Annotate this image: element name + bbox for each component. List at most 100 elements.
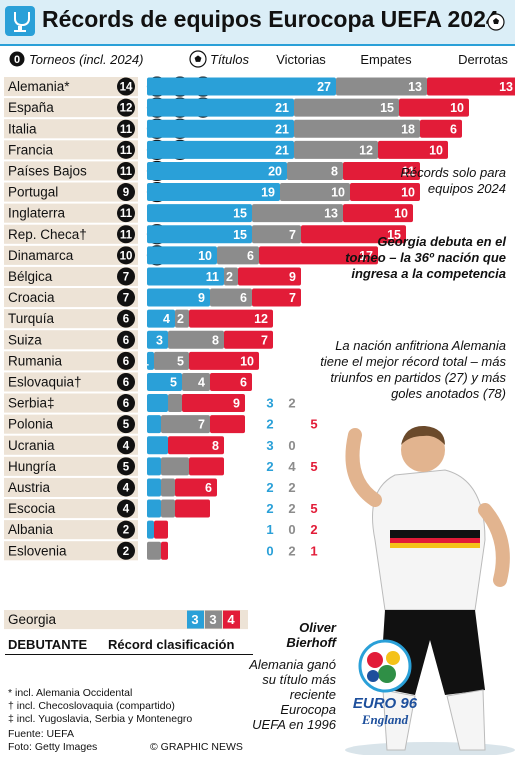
euro96-logo: EURO 96 England [353,639,418,727]
row-14-label-losses: 6 [240,375,247,389]
row-15-value-draws: 2 [288,396,295,411]
note-records: Récords solo para equipos 2024 [400,165,507,196]
row-14-bar-losses [210,372,252,391]
row-6-label-wins: 15 [233,207,247,221]
row-1-label-wins: 21 [275,101,289,115]
footnote-3: ‡ incl. Yugoslavia, Serbia y Montenegro [8,713,193,725]
debutant-header: DEBUTANTE [8,637,88,652]
row-13-bar-wins [147,351,154,370]
row-13-tournaments-badge [117,351,135,370]
row-13-name: Rumania [8,353,63,368]
row-9-bar-draws [224,267,238,286]
row-15-label-losses: 9 [233,397,240,411]
row-3-label-wins: 21 [275,143,289,157]
row-11-label-losses: 12 [254,312,268,326]
row-1-label-losses: 10 [450,101,464,115]
row-15-bar-draws [168,394,182,413]
row-0-band [4,77,138,97]
row-19-value-draws: 2 [288,480,295,495]
credit-source: Fuente: UEFA [8,728,74,740]
row-1-bar-wins [147,98,294,117]
row-3-name: Francia [8,142,54,157]
header-wins: Victorias [276,52,326,67]
row-16-bar-losses [210,415,245,434]
note-georgia: Georgia debuta en el torneo – la 36º nac… [345,234,506,281]
row-11-bar-losses [189,309,273,328]
row-5-band [4,182,138,202]
row-14-tournaments-badge [117,372,135,391]
debutant-box-losses [223,610,240,629]
row-13-tournaments: 6 [123,356,129,368]
row-4-label-draws: 8 [331,164,338,178]
debutant-draws: 3 [209,612,216,627]
row-2-bar-draws [294,119,420,138]
row-3-bar-wins [147,140,294,159]
row-8-band [4,245,138,265]
debutant-box-wins [187,610,204,629]
row-21-tournaments-badge [117,520,135,539]
row-9-tournaments-badge [117,267,135,286]
row-16-tournaments-badge [117,415,135,434]
row-16-value-losses: 5 [310,417,317,432]
row-18-bar-wins [147,457,161,476]
row-20-value-draws: 2 [288,501,295,516]
row-0-label-losses: 13 [499,80,513,94]
row-21-name: Albania [8,522,54,537]
row-18-tournaments: 5 [123,461,130,473]
row-12-label-losses: 7 [261,333,268,347]
debutant-wins: 3 [191,612,198,627]
row-2-tournaments: 11 [120,124,133,136]
row-0-tournaments-badge [117,77,135,96]
row-7-label-losses: 15 [387,228,401,242]
row-0-bar-draws [336,77,427,96]
row-9-bar-wins [147,267,224,286]
debutant-divider [5,654,253,655]
euro96-logo-subtext: England [361,712,409,727]
row-14-bar-wins [147,372,182,391]
row-19-bar-draws [161,478,175,497]
row-4-tournaments-badge [117,161,135,180]
row-12-name: Suiza [8,332,42,347]
row-20-tournaments-badge [117,499,135,518]
row-3-bar-draws [294,140,378,159]
row-10-band [4,288,138,308]
row-10-label-losses: 7 [289,291,296,305]
row-5-label-wins: 19 [261,186,275,200]
row-5-tournaments: 9 [123,187,129,199]
row-18-tournaments-badge [117,457,135,476]
row-22-bar-losses [161,541,168,560]
row-16-name: Polonia [8,417,54,432]
row-7-label-draws: 7 [289,228,296,242]
row-19-name: Austria [8,480,51,495]
row-20-band [4,499,138,519]
ball-icon [487,13,505,31]
row-12-tournaments-badge [117,330,135,349]
row-18-bar-losses [189,457,224,476]
row-6-band [4,203,138,223]
row-5-bar-draws [280,183,350,202]
player-caption: Alemania ganó su título más reciente Eur… [249,657,336,732]
row-9-label-wins: 11 [206,270,219,284]
row-18-value-draws: 4 [288,459,296,474]
row-0-bar-losses [427,77,515,96]
row-20-value-losses: 5 [310,501,317,516]
row-12-bar-draws [168,330,224,349]
row-12-tournaments: 6 [123,335,129,347]
row-15-tournaments: 6 [123,398,129,410]
credit-photo: Foto: Getty Images [8,741,98,753]
header-tournaments-badge [9,51,25,67]
row-15-name: Serbia‡ [8,396,55,411]
row-15-value-wins: 3 [266,396,273,411]
row-16-bar-draws [161,415,210,434]
row-19-label-losses: 6 [205,481,212,495]
row-10-bar-losses [252,288,301,307]
row-15-band [4,393,138,413]
debutant-box-draws [205,610,222,629]
player-name: Oliver Bierhoff [286,620,336,650]
row-19-tournaments-badge [117,478,135,497]
note-host: La nación anfitriona Alemania tiene el m… [320,338,506,401]
row-16-value-wins: 2 [266,417,273,432]
debutant-column-header: Récord clasificación [108,637,235,652]
row-21-value-wins: 1 [266,522,273,537]
row-21-band [4,520,138,540]
